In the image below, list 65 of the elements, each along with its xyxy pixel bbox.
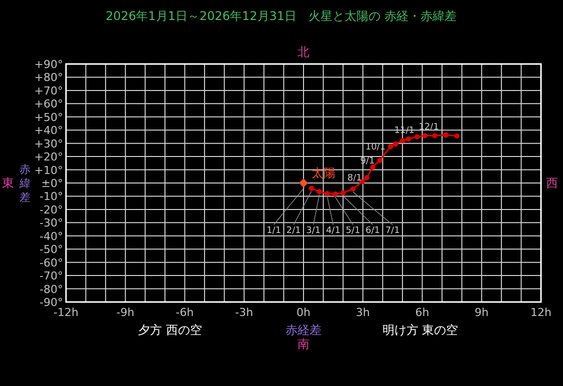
y-tick-label: -70° bbox=[40, 270, 63, 283]
text: 南 bbox=[298, 337, 310, 351]
series-label: 太陽 bbox=[312, 166, 336, 180]
y-tick-label: -40° bbox=[40, 230, 63, 243]
point bbox=[370, 164, 376, 170]
x-tick-label: -9h bbox=[116, 306, 134, 319]
annotation: 8/1 bbox=[347, 174, 362, 184]
point bbox=[454, 133, 460, 139]
x-tick-label: -6h bbox=[176, 306, 194, 319]
point bbox=[299, 178, 308, 188]
x-tick-label: -12h bbox=[54, 306, 78, 319]
point bbox=[414, 134, 420, 140]
y-tick-label: -90° bbox=[40, 296, 63, 309]
y-tick-label: ±0° bbox=[41, 177, 63, 190]
point bbox=[388, 144, 394, 150]
point bbox=[377, 158, 382, 164]
x-tick-label: 3h bbox=[356, 306, 370, 319]
x-tick-label: 0h bbox=[296, 306, 311, 319]
annotation: 6/1 bbox=[366, 226, 380, 236]
y-tick-label: -80° bbox=[40, 282, 63, 296]
y-tick-label: +50° bbox=[34, 110, 63, 124]
x-tick-label: 12h bbox=[530, 306, 552, 319]
point bbox=[400, 138, 406, 144]
point bbox=[392, 141, 398, 147]
point bbox=[308, 186, 314, 191]
point bbox=[443, 132, 449, 138]
annotation: 4/1 bbox=[326, 226, 340, 236]
annotation: 1/1 bbox=[266, 226, 282, 236]
chart-title: 2026年1月1日～2026年12月31日 火星と太陽の 赤経・赤緯差 bbox=[106, 9, 456, 23]
y-tick-label: +20° bbox=[34, 150, 63, 164]
y-tick-label: -60° bbox=[40, 256, 63, 270]
annotation: 2/1 bbox=[286, 226, 301, 236]
annotation: 7/1 bbox=[385, 226, 400, 236]
y-tick-label: -20° bbox=[40, 203, 63, 216]
y-tick-label: -30° bbox=[40, 216, 63, 230]
x-axis-title: 赤経差 bbox=[286, 323, 322, 337]
x-tick-label: 9h bbox=[474, 306, 489, 319]
point bbox=[340, 190, 346, 196]
y-tick-label: +70° bbox=[34, 84, 63, 98]
text: 明け方 東の空 bbox=[382, 323, 458, 337]
y-tick-label: -10° bbox=[40, 190, 63, 204]
text: 北 bbox=[298, 45, 310, 59]
annotation: 5/1 bbox=[346, 226, 360, 236]
text: 東 bbox=[2, 176, 14, 190]
point bbox=[324, 190, 330, 196]
x-tick-label: -3h bbox=[235, 306, 254, 319]
text: 夕方 西の空 bbox=[138, 323, 202, 337]
point bbox=[422, 133, 428, 138]
text: 西 bbox=[546, 176, 558, 190]
x-tick-label: 6h bbox=[415, 306, 430, 319]
point bbox=[364, 175, 370, 180]
y-tick-label: -50° bbox=[40, 243, 63, 256]
point bbox=[432, 133, 438, 138]
y-tick-label: +30° bbox=[34, 137, 63, 150]
y-axis-title: 赤緯差 bbox=[18, 163, 30, 204]
point bbox=[406, 136, 411, 142]
annotation: 3/1 bbox=[306, 226, 321, 236]
y-tick-label: +10° bbox=[34, 164, 63, 177]
point bbox=[316, 188, 322, 194]
y-tick-label: +80° bbox=[34, 71, 63, 84]
point bbox=[332, 191, 338, 197]
y-tick-label: +40° bbox=[34, 124, 63, 138]
point bbox=[350, 186, 356, 192]
y-tick-label: +60° bbox=[34, 98, 63, 111]
y-tick-label: +90° bbox=[34, 58, 63, 71]
